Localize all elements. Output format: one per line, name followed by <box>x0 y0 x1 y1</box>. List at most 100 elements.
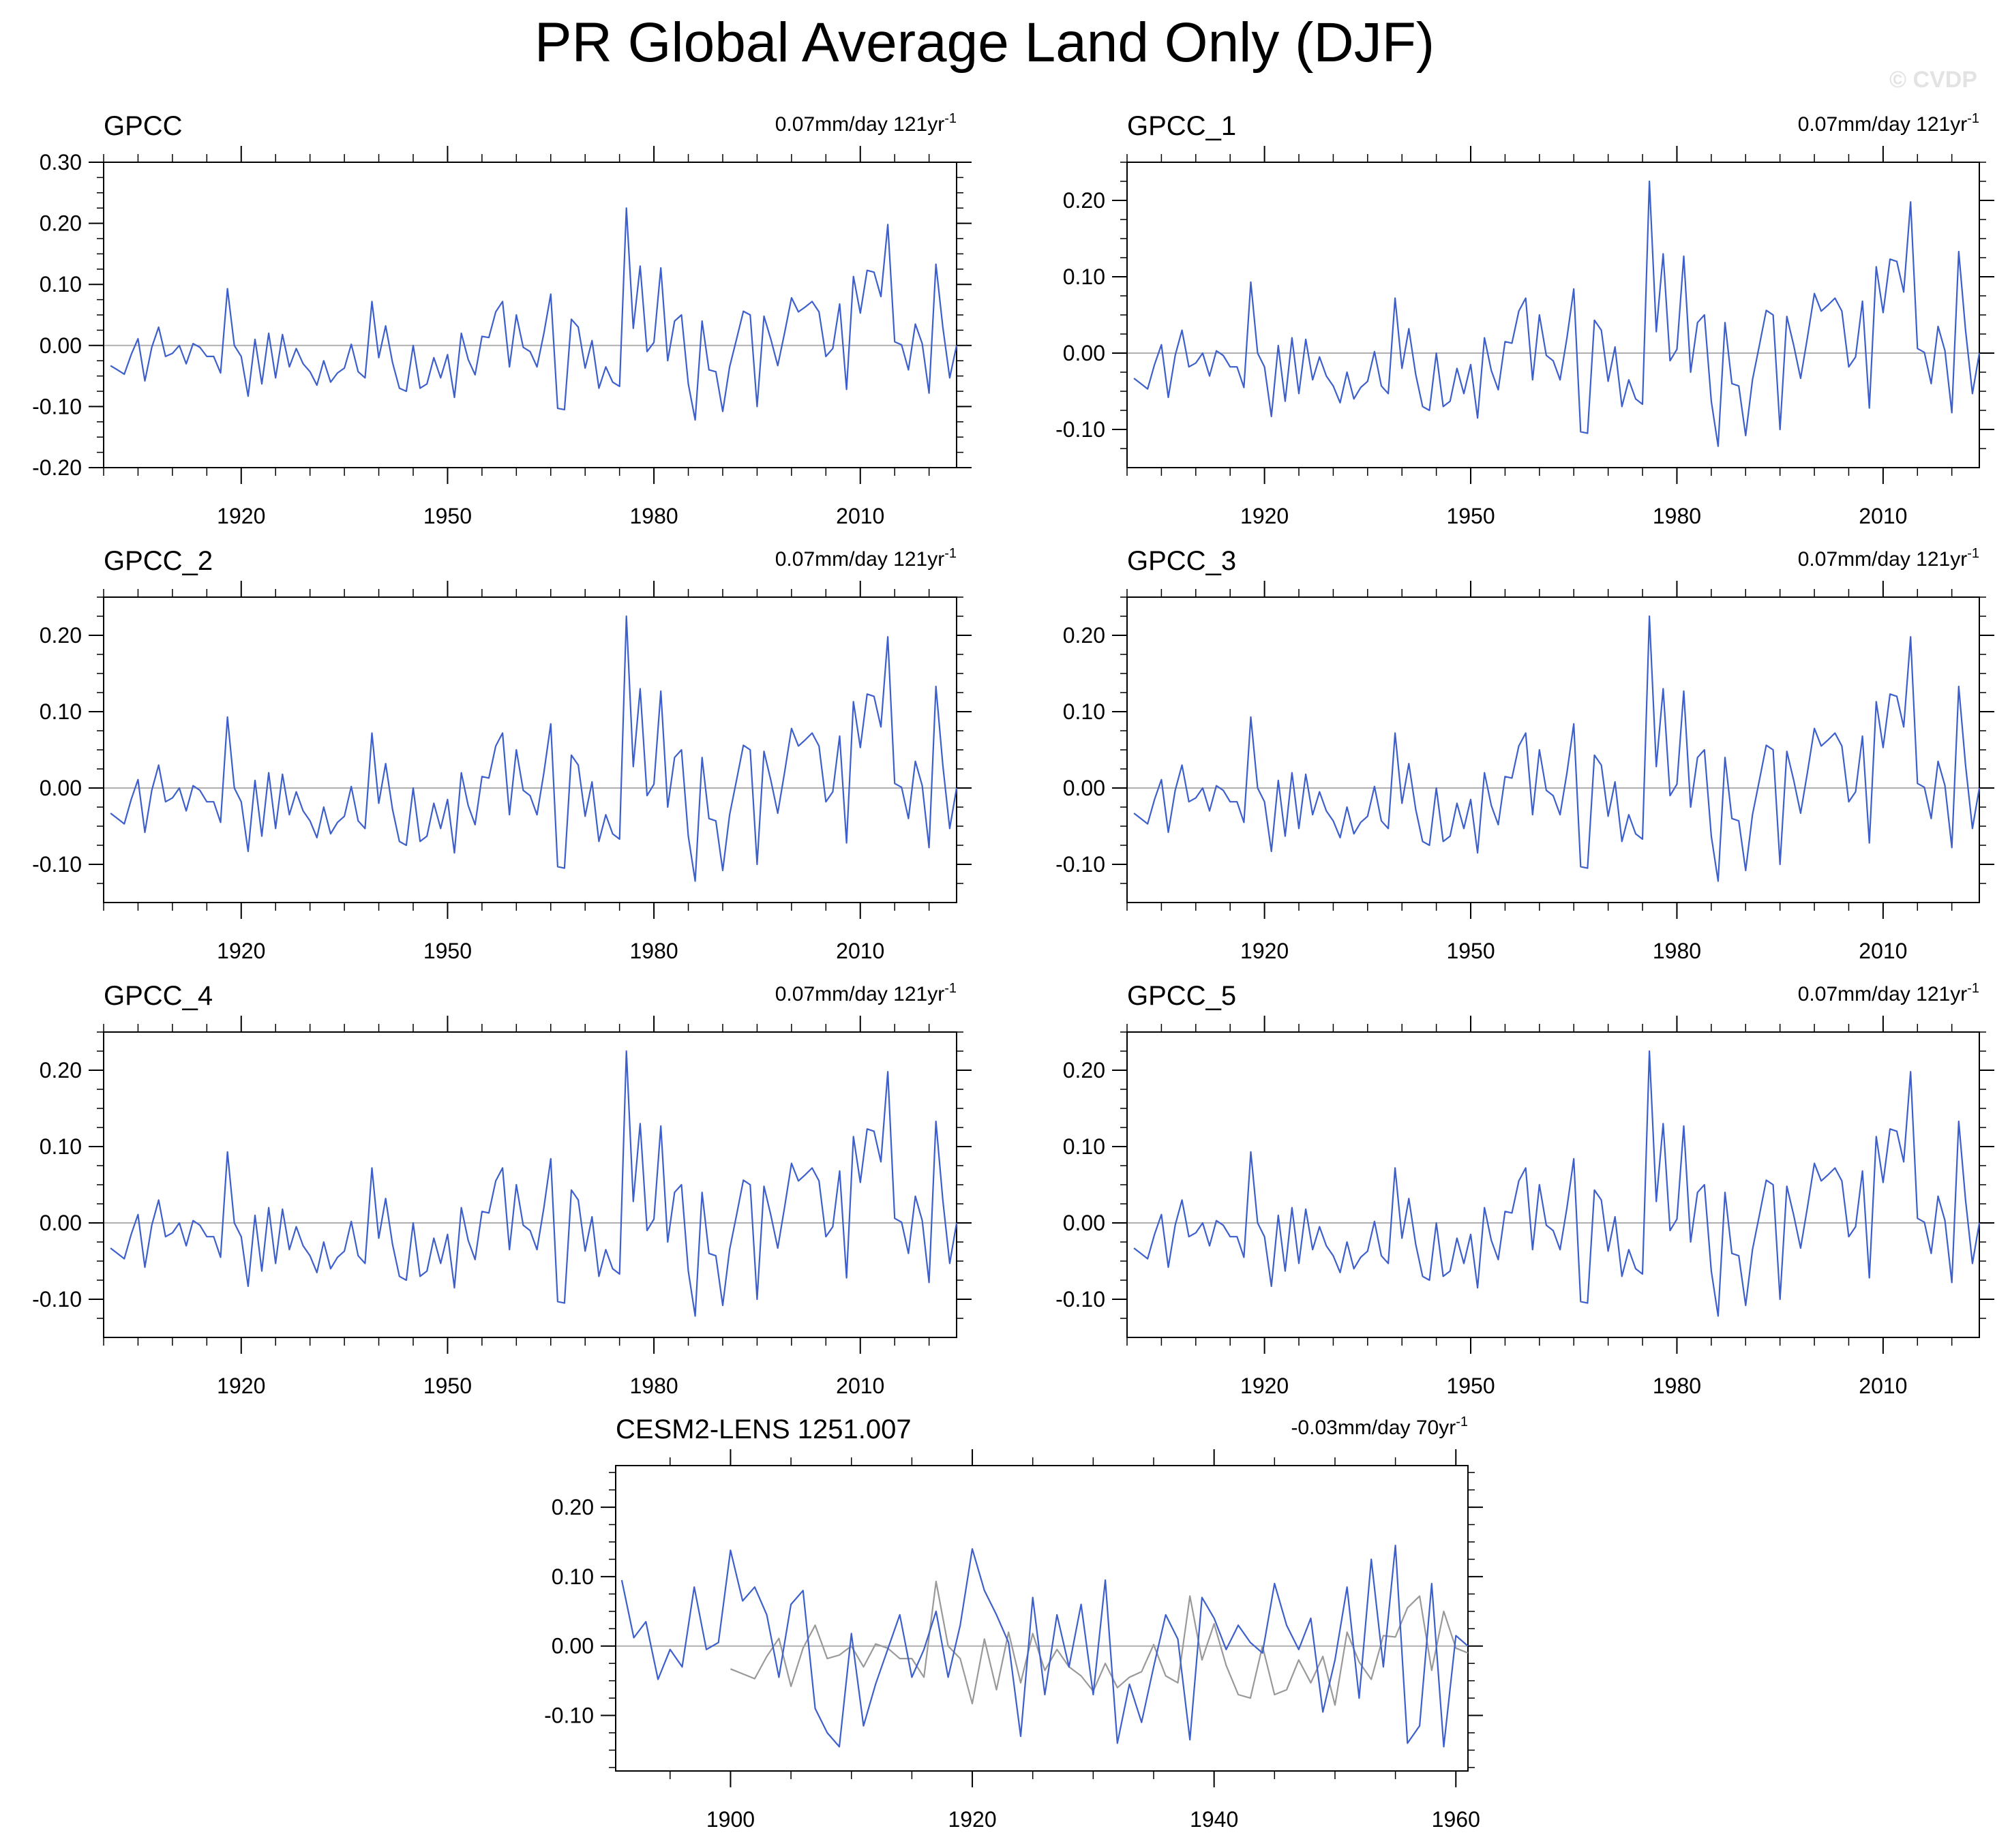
x-tick-label: 2010 <box>1859 1374 1907 1398</box>
panel-title: GPCC_2 <box>104 546 213 576</box>
y-tick-label: 0.00 <box>40 333 82 358</box>
panel-title: CESM2-LENS 1251.007 <box>616 1414 912 1444</box>
figure-title: PR Global Average Land Only (DJF) <box>535 12 1435 74</box>
y-tick-label: -0.10 <box>1055 417 1105 442</box>
watermark: © CVDP <box>1889 67 1977 93</box>
y-tick-label: -0.10 <box>32 852 82 877</box>
y-tick-label: -0.10 <box>32 1287 82 1312</box>
trend-label: 0.07mm/day 121yr-1 <box>1798 981 1979 1005</box>
x-tick-label: 1950 <box>1446 939 1495 963</box>
x-tick-label: 1920 <box>1240 1374 1289 1398</box>
x-tick-label: 1920 <box>1240 504 1289 528</box>
y-tick-label: 0.10 <box>1063 699 1105 724</box>
trend-value: -0.03mm/day 70yr <box>1291 1417 1456 1439</box>
y-tick-label: -0.10 <box>1055 852 1105 877</box>
x-tick-label: 1980 <box>1653 504 1701 528</box>
x-tick-label: 1920 <box>217 1374 265 1398</box>
trend-label: 0.07mm/day 121yr-1 <box>1798 546 1979 571</box>
x-tick-label: 2010 <box>836 939 884 963</box>
y-tick-label: 0.10 <box>40 1134 82 1159</box>
x-tick-label: 1900 <box>706 1807 755 1832</box>
trend-label: 0.07mm/day 121yr-1 <box>775 111 957 136</box>
plot-frame <box>103 162 957 468</box>
plot-frame <box>103 596 957 903</box>
chart-panel-5: -0.10 0.00 0.10 0.20 1920 1950 1980 2010 GPCC_5 0… <box>1055 981 1994 1398</box>
panel-title: GPCC_3 <box>1127 546 1236 576</box>
y-tick-label: 0.10 <box>40 699 82 724</box>
y-tick-label: 0.20 <box>1063 1058 1105 1082</box>
x-tick-label: 1980 <box>630 939 678 963</box>
y-tick-label: 0.30 <box>40 150 82 175</box>
x-tick-label: 1980 <box>1653 1374 1701 1398</box>
y-tick-label: 0.20 <box>40 211 82 236</box>
y-tick-label: -0.10 <box>544 1703 594 1728</box>
x-tick-label: 1950 <box>423 939 472 963</box>
trend-exponent: -1 <box>1967 111 1979 126</box>
y-tick-label: 0.00 <box>40 776 82 800</box>
x-tick-label: 1940 <box>1190 1807 1238 1832</box>
trend-label: 0.07mm/day 121yr-1 <box>1798 111 1979 136</box>
x-tick-label: 1980 <box>1653 939 1701 963</box>
y-tick-label: 0.20 <box>552 1495 594 1519</box>
chart-panel-6: -0.10 0.00 0.10 0.20 1900 1920 1940 1960 CESM2-L… <box>544 1414 1483 1832</box>
plot-frame <box>1126 596 1980 903</box>
y-tick-label: 0.20 <box>40 623 82 648</box>
trend-value: 0.07mm/day 121yr <box>1798 548 1967 571</box>
trend-exponent: -1 <box>1456 1414 1468 1429</box>
series-line-0 <box>1133 180 1981 447</box>
chart-panel-4: -0.10 0.00 0.10 0.20 1920 1950 1980 2010 GPCC_4 0… <box>32 981 972 1398</box>
trend-label: 0.07mm/day 121yr-1 <box>775 546 957 571</box>
panel-title: GPCC <box>104 111 183 141</box>
y-tick-label: 0.10 <box>1063 264 1105 289</box>
series-line-0 <box>1133 615 1981 882</box>
y-tick-label: 0.10 <box>552 1564 594 1589</box>
trend-label: 0.07mm/day 121yr-1 <box>775 981 957 1005</box>
y-tick-label: 0.00 <box>1063 341 1105 365</box>
y-tick-label: 0.00 <box>1063 1211 1105 1235</box>
chart-panel-3: -0.10 0.00 0.10 0.20 1920 1950 1980 2010 GPCC_3 0… <box>1055 546 1994 963</box>
chart-panel-2: -0.10 0.00 0.10 0.20 1920 1950 1980 2010 GPCC_2 0… <box>32 546 972 963</box>
x-tick-label: 1980 <box>630 1374 678 1398</box>
y-tick-label: 0.10 <box>1063 1134 1105 1159</box>
x-tick-label: 1920 <box>1240 939 1289 963</box>
x-tick-label: 1950 <box>1446 1374 1495 1398</box>
x-tick-label: 1920 <box>217 504 265 528</box>
x-tick-label: 1950 <box>1446 504 1495 528</box>
panels: -0.20 -0.10 0.00 0.10 0.20 0.30 1920 1950 1980 20… <box>32 111 1994 1832</box>
trend-exponent: -1 <box>1967 981 1979 996</box>
y-tick-label: 0.20 <box>40 1058 82 1082</box>
y-tick-label: 0.20 <box>1063 188 1105 213</box>
y-tick-label: -0.10 <box>1055 1287 1105 1312</box>
x-tick-label: 1920 <box>948 1807 996 1832</box>
trend-exponent: -1 <box>944 111 957 126</box>
trend-exponent: -1 <box>944 981 957 996</box>
y-tick-label: 0.00 <box>552 1634 594 1658</box>
panel-title: GPCC_5 <box>1127 981 1236 1011</box>
x-tick-label: 2010 <box>836 1374 884 1398</box>
chart-panel-0: -0.20 -0.10 0.00 0.10 0.20 0.30 1920 1950 1980 20… <box>32 111 972 528</box>
series-line-0 <box>1133 1050 1981 1317</box>
plot-frame <box>615 1465 1469 1772</box>
series-line-0 <box>620 1545 1469 1748</box>
x-tick-label: 2010 <box>1859 504 1907 528</box>
x-tick-label: 1920 <box>217 939 265 963</box>
series-line-0 <box>110 615 958 882</box>
chart-panel-1: -0.10 0.00 0.10 0.20 1920 1950 1980 2010 GPCC_1 0… <box>1055 111 1994 528</box>
y-tick-label: 0.10 <box>40 272 82 297</box>
trend-exponent: -1 <box>1967 546 1979 561</box>
x-tick-label: 1950 <box>423 1374 472 1398</box>
trend-value: 0.07mm/day 121yr <box>775 983 944 1005</box>
trend-value: 0.07mm/day 121yr <box>1798 113 1967 136</box>
series-line-0 <box>110 1050 958 1317</box>
trend-label: -0.03mm/day 70yr-1 <box>1291 1414 1468 1439</box>
trend-value: 0.07mm/day 121yr <box>775 548 944 571</box>
trend-exponent: -1 <box>944 546 957 561</box>
panel-title: GPCC_4 <box>104 981 213 1011</box>
x-tick-label: 1950 <box>423 504 472 528</box>
y-tick-label: 0.00 <box>1063 776 1105 800</box>
plot-frame <box>103 1031 957 1338</box>
trend-value: 0.07mm/day 121yr <box>1798 983 1967 1005</box>
trend-value: 0.07mm/day 121yr <box>775 113 944 136</box>
y-tick-label: -0.20 <box>32 455 82 480</box>
